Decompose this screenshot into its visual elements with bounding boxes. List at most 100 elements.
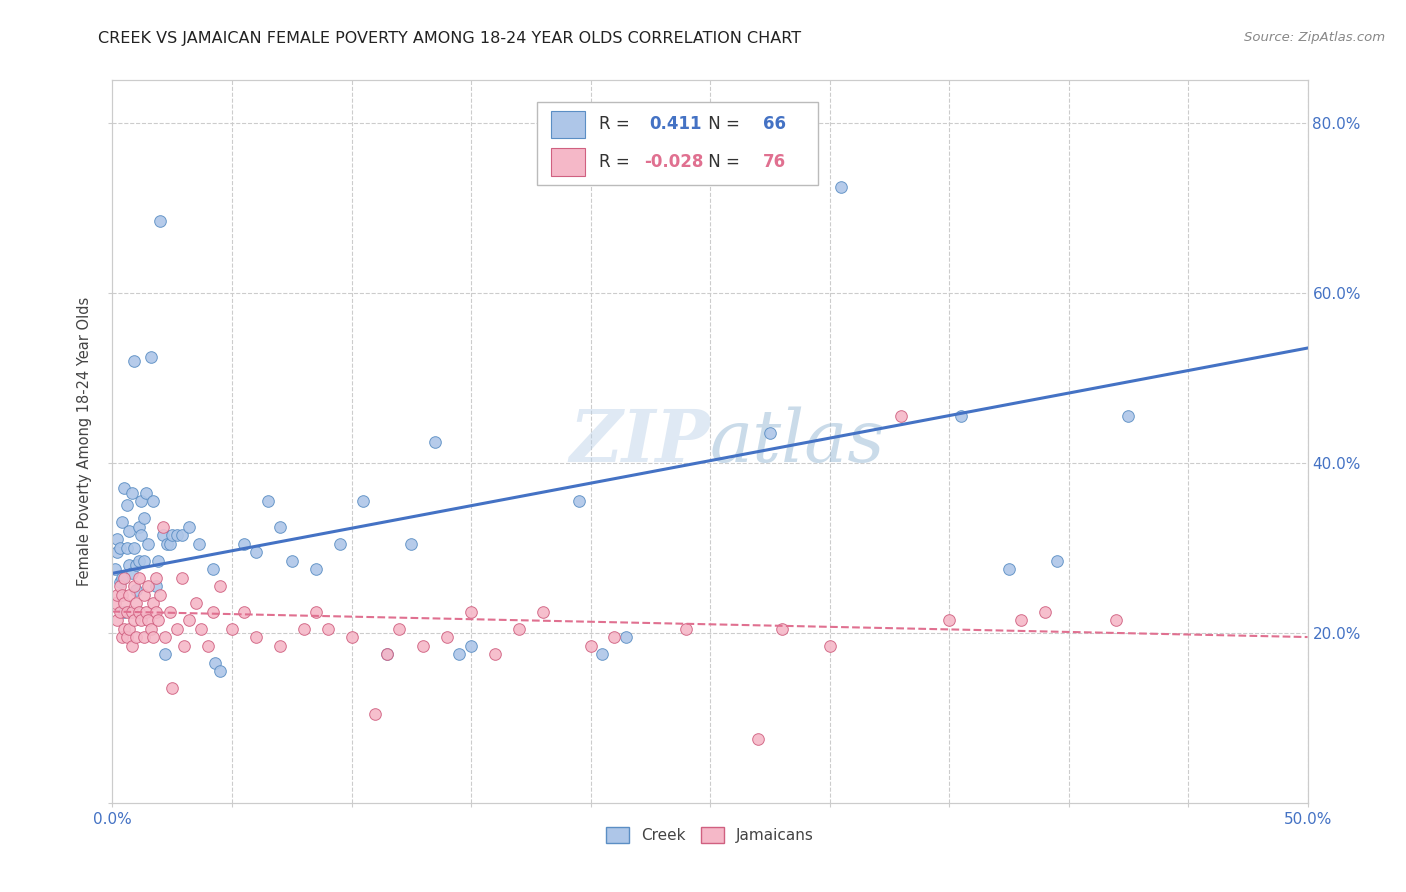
Point <box>329 536 352 550</box>
Point <box>149 588 172 602</box>
Text: 66: 66 <box>762 115 786 133</box>
Point <box>890 409 912 423</box>
Point <box>818 639 841 653</box>
Point <box>162 681 183 695</box>
Point <box>460 639 482 653</box>
Point <box>132 588 155 602</box>
Point <box>412 639 434 653</box>
Point <box>114 481 135 495</box>
Bar <box>551 111 585 138</box>
Point <box>770 622 793 636</box>
Point <box>436 630 458 644</box>
Point <box>139 622 162 636</box>
Point <box>104 562 127 576</box>
Point <box>108 605 131 619</box>
Point <box>187 536 209 550</box>
Point <box>162 528 183 542</box>
Point <box>108 579 131 593</box>
Text: 0.411: 0.411 <box>650 115 702 133</box>
Point <box>128 519 150 533</box>
Point <box>1118 409 1140 423</box>
Point <box>305 562 328 576</box>
Point <box>139 350 162 364</box>
Point <box>388 622 411 636</box>
Point <box>209 664 232 678</box>
Point <box>128 553 150 567</box>
Point <box>135 485 157 500</box>
Point <box>201 562 224 576</box>
Point <box>121 605 143 619</box>
Point <box>197 639 219 653</box>
Point <box>125 558 148 572</box>
Point <box>118 588 141 602</box>
Point <box>125 630 148 644</box>
Point <box>316 622 339 636</box>
Point <box>111 570 134 584</box>
Point <box>592 647 614 661</box>
Point <box>257 494 280 508</box>
Y-axis label: Female Poverty Among 18-24 Year Olds: Female Poverty Among 18-24 Year Olds <box>77 297 93 586</box>
Point <box>173 639 195 653</box>
Text: CREEK VS JAMAICAN FEMALE POVERTY AMONG 18-24 YEAR OLDS CORRELATION CHART: CREEK VS JAMAICAN FEMALE POVERTY AMONG 1… <box>98 31 801 46</box>
Point <box>114 622 135 636</box>
Point <box>122 613 145 627</box>
Point <box>145 579 167 593</box>
Point <box>377 647 399 661</box>
Point <box>111 630 134 644</box>
Point <box>108 574 131 589</box>
Point <box>105 588 128 602</box>
Point <box>105 533 128 547</box>
Point <box>135 605 157 619</box>
Point <box>186 596 208 610</box>
Text: N =: N = <box>703 153 745 171</box>
Point <box>508 622 530 636</box>
Point <box>305 605 328 619</box>
Text: atlas: atlas <box>710 406 886 477</box>
Point <box>118 524 141 538</box>
Point <box>114 596 135 610</box>
Point <box>747 732 769 747</box>
Point <box>364 706 387 721</box>
Point <box>149 213 172 227</box>
Point <box>118 622 141 636</box>
Point <box>105 545 128 559</box>
Point <box>142 494 165 508</box>
Point <box>998 562 1021 576</box>
Point <box>447 647 470 661</box>
Point <box>115 498 138 512</box>
Point <box>177 613 200 627</box>
Point <box>153 630 176 644</box>
Point <box>111 588 134 602</box>
Point <box>579 639 602 653</box>
Point <box>159 536 181 550</box>
Point <box>129 494 152 508</box>
Point <box>759 425 782 440</box>
Point <box>531 605 554 619</box>
Point <box>352 494 374 508</box>
Point <box>166 622 188 636</box>
Point <box>269 639 291 653</box>
Point <box>129 528 152 542</box>
Text: ZIP: ZIP <box>569 406 710 477</box>
Point <box>156 536 179 550</box>
Point <box>484 647 506 661</box>
Point <box>245 545 267 559</box>
Point <box>129 613 152 627</box>
Point <box>121 485 143 500</box>
Point <box>138 536 160 550</box>
Point <box>153 647 176 661</box>
Point <box>122 579 145 593</box>
Point <box>122 353 145 368</box>
Point <box>152 519 174 533</box>
Point <box>138 613 160 627</box>
Point <box>1046 553 1069 567</box>
Point <box>111 516 134 530</box>
Point <box>170 528 193 542</box>
Point <box>114 570 135 584</box>
Point <box>938 613 960 627</box>
Point <box>121 566 143 581</box>
Point <box>159 605 181 619</box>
Point <box>233 605 256 619</box>
Point <box>425 434 447 449</box>
Point <box>340 630 363 644</box>
